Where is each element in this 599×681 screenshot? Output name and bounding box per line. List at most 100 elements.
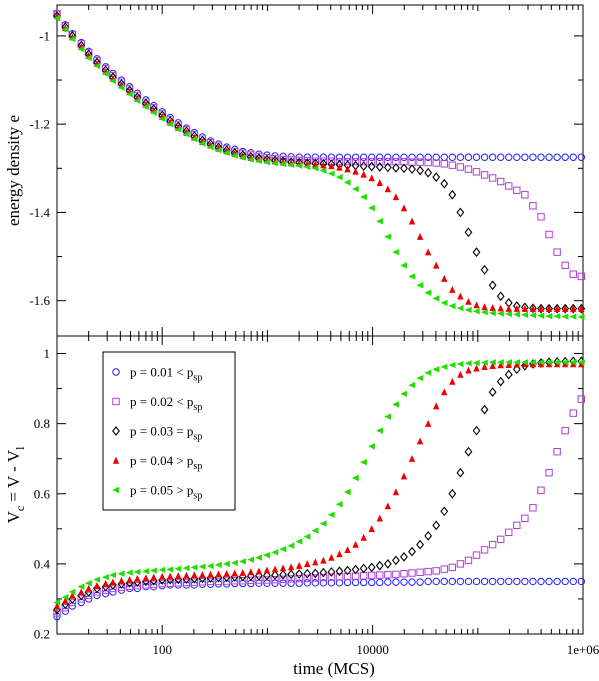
data-point — [400, 390, 408, 398]
data-point — [448, 161, 457, 169]
data-point — [239, 558, 246, 565]
data-point — [432, 567, 440, 575]
data-point — [327, 170, 335, 177]
data-point — [53, 609, 61, 617]
data-point — [360, 533, 367, 541]
data-point — [109, 77, 117, 85]
data-point — [480, 359, 488, 366]
legend-marker — [112, 486, 120, 494]
data-point — [521, 359, 529, 366]
data-point — [295, 561, 303, 569]
data-point — [448, 563, 457, 572]
data-point — [521, 514, 529, 523]
data-point — [368, 578, 376, 587]
data-point — [441, 274, 448, 282]
data-point — [319, 167, 327, 174]
data-point — [464, 556, 473, 565]
data-point — [303, 574, 311, 582]
data-point — [545, 230, 553, 239]
data-point — [287, 542, 295, 549]
data-point — [456, 577, 465, 586]
data-point — [93, 62, 101, 70]
data-point — [553, 447, 561, 456]
data-point — [384, 578, 392, 586]
data-point — [577, 313, 585, 321]
data-point — [432, 172, 441, 183]
data-point — [182, 578, 191, 587]
data-point — [496, 535, 505, 544]
data-point — [545, 469, 553, 477]
data-point — [327, 511, 335, 518]
data-point — [102, 579, 109, 587]
data-point — [537, 153, 545, 161]
data-point — [279, 545, 287, 553]
data-point — [440, 299, 448, 307]
data-point — [408, 578, 416, 586]
data-point — [473, 301, 480, 309]
data-point — [376, 153, 384, 161]
data-point — [488, 540, 497, 549]
x-tick-label: 100 — [152, 642, 172, 657]
series-p-0-04 — [53, 12, 585, 312]
data-point — [77, 583, 85, 590]
data-point — [352, 167, 359, 175]
data-point — [287, 563, 295, 571]
data-point — [198, 563, 206, 570]
data-point — [263, 576, 271, 584]
data-point — [133, 581, 142, 590]
data-point — [359, 193, 367, 201]
y-tick-label: -1.6 — [29, 293, 50, 308]
data-point — [367, 562, 376, 573]
data-point — [424, 567, 432, 576]
data-point — [295, 569, 304, 579]
data-point — [312, 160, 319, 168]
data-point — [239, 577, 247, 585]
data-point — [424, 167, 433, 178]
legend-marker — [112, 397, 120, 406]
data-point — [62, 596, 69, 604]
data-point — [456, 207, 465, 218]
data-point — [472, 425, 481, 436]
data-point — [174, 565, 182, 572]
data-point — [481, 303, 488, 311]
legend-label: p = 0.05 > psp — [130, 483, 202, 502]
data-point — [360, 170, 367, 178]
data-point — [311, 165, 319, 172]
data-point — [465, 366, 472, 374]
data-point — [183, 571, 190, 579]
data-point — [133, 568, 141, 576]
data-point — [368, 174, 375, 182]
data-point — [416, 282, 424, 289]
data-point — [432, 366, 440, 373]
data-point — [561, 261, 569, 270]
data-point — [416, 153, 424, 161]
data-point — [198, 140, 206, 147]
data-point — [231, 577, 239, 585]
data-point — [416, 578, 424, 586]
series-p-0-02 — [53, 10, 586, 281]
data-point — [481, 363, 488, 371]
data-point — [480, 308, 488, 316]
data-point — [263, 566, 271, 574]
data-point — [408, 546, 416, 557]
data-point — [384, 157, 392, 166]
legend-label: p = 0.04 > psp — [130, 453, 202, 472]
data-point — [93, 581, 101, 589]
data-point — [125, 569, 133, 576]
data-point — [465, 297, 472, 305]
data-point — [416, 568, 424, 576]
data-point — [279, 160, 287, 168]
data-point — [376, 218, 383, 225]
data-point — [101, 574, 109, 581]
data-point — [384, 185, 392, 193]
data-point — [375, 560, 384, 571]
data-point — [311, 579, 319, 587]
data-point — [320, 161, 327, 169]
data-point — [383, 559, 392, 569]
data-point — [424, 419, 432, 427]
data-point — [505, 310, 512, 318]
data-point — [312, 558, 319, 566]
data-point — [199, 571, 206, 578]
data-point — [569, 359, 577, 366]
